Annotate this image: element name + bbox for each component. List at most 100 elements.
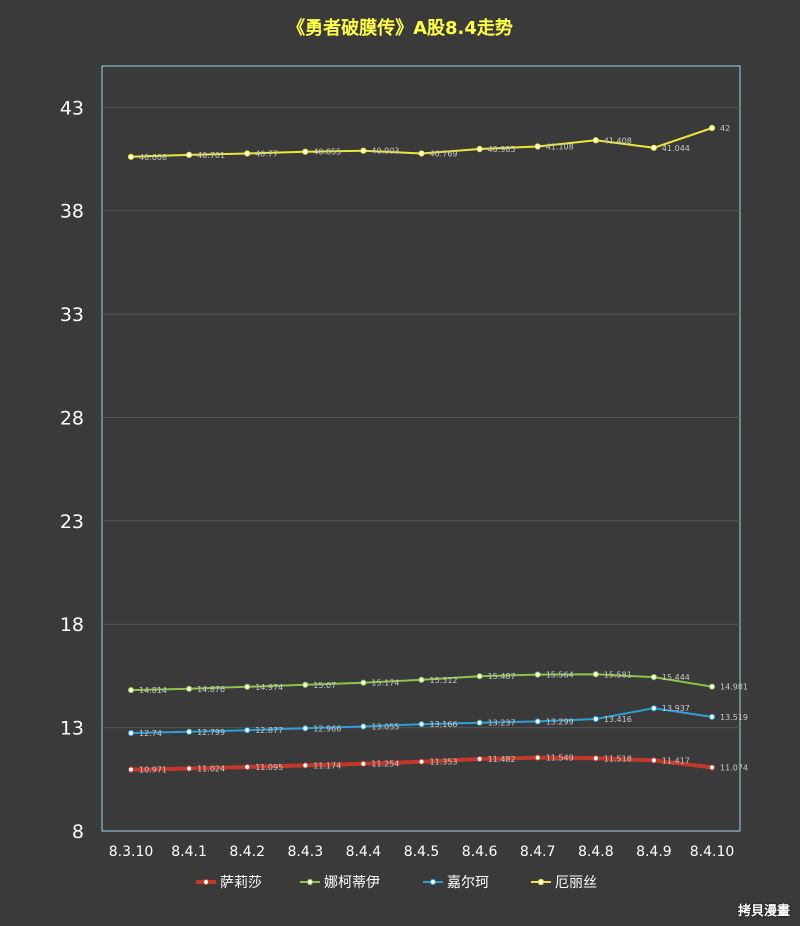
data-label: 13.299 (546, 717, 574, 726)
y-tick-label: 38 (60, 201, 84, 223)
data-label: 11.417 (662, 756, 690, 765)
data-point (476, 145, 483, 153)
legend-label: 萨莉莎 (220, 875, 262, 891)
data-label: 40.769 (430, 149, 458, 158)
data-label: 11.174 (313, 761, 341, 770)
data-point (418, 758, 425, 765)
legend: 萨莉莎 娜柯蒂伊 嘉尔珂 厄丽丝 (196, 875, 597, 891)
data-label: 40.77 (255, 149, 278, 158)
data-point (360, 147, 367, 154)
y-tick-label: 8 (72, 821, 84, 843)
y-tick-label: 43 (60, 97, 84, 119)
data-point (650, 673, 658, 681)
data-label: 11.074 (720, 763, 748, 772)
data-label: 15.487 (488, 672, 516, 681)
data-label: 40.903 (371, 147, 399, 156)
y-tick-label: 33 (60, 304, 84, 326)
y-tick-label: 13 (60, 718, 84, 740)
data-point (592, 755, 599, 762)
data-label: 13.519 (720, 713, 748, 722)
legend-marker (429, 878, 437, 886)
x-axis: 8.3.10 8.4.1 8.4.2 8.4.3 8.4.4 8.4.5 8.4.6 8.4.… (109, 844, 735, 860)
data-point (418, 676, 425, 683)
plot-area (101, 65, 741, 832)
data-point (302, 148, 309, 155)
data-label: 13.937 (662, 704, 690, 713)
legend-label: 嘉尔珂 (447, 875, 489, 891)
data-point (708, 713, 716, 720)
data-label: 13.166 (430, 720, 458, 729)
data-point (127, 687, 135, 694)
data-point (302, 681, 309, 688)
gridlines (102, 106, 740, 729)
data-point (592, 715, 599, 723)
x-tick-label: 8.4.2 (229, 844, 265, 860)
x-tick-label: 8.4.3 (287, 844, 323, 860)
y-tick-label: 28 (60, 407, 84, 429)
data-label: 15.312 (430, 676, 458, 685)
data-label: 12.966 (313, 724, 341, 733)
data-label: 40.701 (197, 151, 225, 160)
data-point (650, 757, 658, 764)
data-point (186, 151, 193, 158)
data-label: 11.095 (255, 763, 283, 772)
data-label: 15.444 (662, 673, 690, 682)
data-point (418, 150, 425, 157)
data-point (476, 755, 483, 763)
data-label: 15.564 (546, 671, 574, 680)
data-label: 41.044 (662, 144, 690, 153)
data-label: 12.74 (139, 729, 162, 738)
data-label: 41.408 (604, 136, 632, 145)
data-point (302, 762, 309, 769)
data-label: 40.608 (139, 153, 167, 162)
x-tick-label: 8.4.5 (404, 844, 440, 860)
chart-title: 《勇者破膜传》A股8.4走势 (287, 18, 513, 39)
y-axis: 8 13 18 23 28 33 38 43 (60, 97, 84, 843)
data-label: 11.353 (430, 758, 458, 767)
data-label: 41.108 (546, 142, 574, 151)
data-label: 13.416 (604, 715, 632, 724)
data-label: 13.237 (488, 719, 516, 728)
data-label: 42 (720, 124, 730, 133)
legend-label: 厄丽丝 (555, 875, 597, 891)
x-tick-label: 8.3.10 (109, 844, 154, 860)
data-label: 11.549 (546, 754, 574, 763)
data-point (244, 763, 251, 771)
data-label: 10.971 (139, 766, 167, 775)
x-tick-label: 8.4.1 (171, 844, 207, 860)
legend-marker (202, 878, 210, 886)
data-point (127, 729, 135, 737)
legend-label: 娜柯蒂伊 (324, 875, 380, 891)
data-point (186, 685, 193, 692)
data-point (592, 671, 599, 678)
data-label: 11.482 (488, 755, 516, 764)
data-point (127, 153, 135, 160)
legend-marker (537, 878, 545, 886)
y-tick-label: 18 (60, 614, 84, 636)
y-tick-label: 23 (60, 511, 84, 533)
data-point (650, 705, 658, 712)
series-lines (127, 124, 716, 773)
data-label: 15.174 (371, 679, 399, 688)
data-point (127, 766, 135, 773)
data-point (476, 673, 483, 680)
data-point (360, 723, 367, 730)
data-point (708, 124, 716, 132)
data-point (360, 760, 367, 767)
data-point (244, 683, 251, 690)
data-label: 13.055 (371, 722, 399, 731)
data-labels: 10.971 11.024 11.095 11.174 11.254 11.353 11.4… (139, 124, 748, 775)
data-label: 15.581 (604, 670, 632, 679)
data-point (302, 725, 309, 732)
data-point (534, 671, 541, 678)
data-point (650, 144, 658, 151)
data-point (244, 150, 251, 157)
x-tick-label: 8.4.6 (462, 844, 498, 860)
x-tick-label: 8.4.9 (636, 844, 672, 860)
data-label: 12.799 (197, 728, 225, 737)
legend-marker (306, 878, 314, 886)
data-label: 14.876 (197, 685, 225, 694)
data-label: 11.254 (371, 760, 399, 769)
data-point (186, 728, 193, 735)
